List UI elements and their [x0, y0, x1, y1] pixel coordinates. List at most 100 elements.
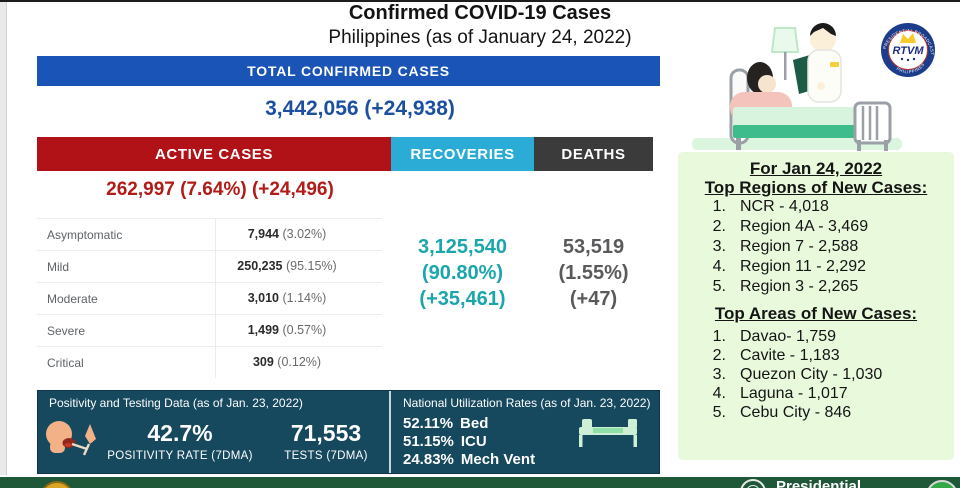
list-item-number: 2. [712, 347, 726, 364]
top-regions-list: 1. NCR - 4,018 2. Region 4A - 3,469 3. R… [678, 198, 954, 298]
table-row: Critical 309 (0.12%) [37, 346, 382, 378]
severity-label: Asymptomatic [47, 228, 123, 242]
severity-label: Severe [47, 324, 86, 338]
tests-label: TESTS (7DMA) [284, 450, 368, 462]
list-item-number: 1. [712, 328, 726, 345]
severity-percent: (0.57%) [282, 323, 327, 337]
recoveries-stats: 3,125,540 (90.80%) (+35,461) [391, 234, 534, 312]
title-subtitle: Philippines (as of January 24, 2022) [328, 27, 632, 48]
tests-value: 71,553 [290, 420, 362, 446]
list-item: 4. Laguna - 1,017 [678, 385, 954, 404]
utilization-title: National Utilization Rates (as of Jan. 2… [403, 396, 651, 410]
list-item-number: 5. [712, 404, 726, 421]
swab-test-icon [46, 421, 96, 456]
list-item-text: Laguna - 1,017 [740, 385, 848, 402]
list-item-text: Region 7 - 2,588 [740, 238, 859, 255]
total-confirmed-value: 3,442,056 (+24,938) [265, 97, 455, 120]
list-item: 2. Cavite - 1,183 [678, 347, 954, 366]
positivity-rate-value: 42.7% [147, 420, 213, 446]
list-item-text: Davao- 1,759 [740, 328, 837, 345]
icu-utilization-value: 51.15% [403, 433, 454, 450]
bed-utilization-label: Bed [460, 415, 489, 432]
list-item-number: 4. [712, 258, 726, 275]
total-confirmed-header: TOTAL CONFIRMED CASES [37, 56, 660, 86]
top-cases-highlight-box: For Jan 24, 2022 Top Regions of New Case… [678, 152, 954, 460]
active-cases-summary: 262,997 (7.64%) (+24,496) [106, 179, 334, 200]
recoveries-header-label: RECOVERIES [410, 145, 515, 163]
panel-divider [389, 391, 391, 473]
deaths-header-label: DEATHS [561, 145, 626, 163]
table-row: Mild 250,235 (95.15%) [37, 250, 382, 282]
list-item-number: 3. [712, 366, 726, 383]
highlight-date-header: For Jan 24, 2022 [749, 159, 883, 178]
list-item: 4. Region 11 - 2,292 [678, 258, 954, 278]
severity-percent: (3.02%) [282, 227, 327, 241]
severity-count: 3,010 [247, 291, 279, 305]
table-row: Moderate 3,010 (1.14%) [37, 282, 382, 314]
bed-utilization-value: 52.11% [403, 415, 454, 432]
list-item-text: NCR - 4,018 [740, 198, 829, 215]
hospital-bed-icon [579, 419, 637, 447]
left-edge-strip [0, 2, 7, 475]
top-regions-header: Top Regions of New Cases: [704, 178, 928, 197]
table-row: Asymptomatic 7,944 (3.02%) [37, 218, 382, 250]
rtvm-logo: RTVM PRESIDENTIAL BROADCAST STAFF PHILIP… [864, 21, 935, 77]
footer-brand-text: Presidential [776, 478, 862, 488]
active-cases-header-label: ACTIVE CASES [154, 145, 274, 163]
utilization-row-bed: 52.11% Bed [403, 415, 488, 432]
mechvent-utilization-value: 24.83% [403, 451, 454, 468]
list-item: 1. Davao- 1,759 [678, 328, 954, 347]
recoveries-header: RECOVERIES [391, 137, 534, 171]
positivity-rate-label: POSITIVITY RATE (7DMA) [107, 450, 253, 462]
list-item-text: Quezon City - 1,030 [740, 366, 883, 383]
list-item-number: 1. [712, 198, 726, 215]
severity-label: Moderate [47, 292, 98, 306]
list-item: 1. NCR - 4,018 [678, 198, 954, 218]
list-item-number: 3. [712, 238, 726, 255]
list-item-text: Region 4A - 3,469 [740, 218, 869, 235]
list-item-number: 2. [712, 218, 726, 235]
list-item: 2. Region 4A - 3,469 [678, 218, 954, 238]
deaths-delta: (+47) [569, 288, 618, 310]
severity-percent: (0.12%) [277, 355, 322, 369]
table-divider [215, 218, 216, 378]
list-item: 3. Quezon City - 1,030 [678, 366, 954, 385]
list-item-text: Cavite - 1,183 [740, 347, 840, 364]
deaths-count: 53,519 [562, 236, 625, 258]
severity-value: 309 (0.12%) [202, 355, 372, 369]
list-item-text: Cebu City - 846 [740, 404, 852, 421]
list-item: 3. Region 7 - 2,588 [678, 238, 954, 258]
severity-label: Mild [47, 260, 70, 274]
severity-value: 250,235 (95.15%) [202, 259, 372, 273]
deaths-stats: 53,519 (1.55%) (+47) [534, 234, 653, 312]
rtvm-logo-text: RTVM [893, 45, 925, 57]
positivity-rate-block: 42.7% POSITIVITY RATE (7DMA) [106, 420, 254, 462]
recoveries-percent: (90.80%) [421, 262, 504, 284]
severity-count: 1,499 [247, 323, 279, 337]
list-item-text: Region 3 - 2,265 [740, 278, 859, 295]
patient-bed-illustration [692, 23, 902, 151]
severity-value: 3,010 (1.14%) [202, 291, 372, 305]
icu-utilization-label: ICU [460, 433, 487, 450]
title-main: Confirmed COVID-19 Cases [348, 2, 612, 24]
list-item: 5. Cebu City - 846 [678, 404, 954, 423]
gold-seal-icon [40, 481, 74, 488]
positivity-title: Positivity and Testing Data (as of Jan. … [49, 396, 303, 410]
list-item-number: 4. [712, 385, 726, 402]
severity-table: Asymptomatic 7,944 (3.02%) Mild 250,235 … [37, 218, 382, 378]
recoveries-delta: (+35,461) [419, 288, 506, 310]
top-areas-header: Top Areas of New Cases: [714, 304, 918, 323]
severity-percent: (95.15%) [285, 259, 337, 273]
footer-bar: Presidential [0, 477, 960, 488]
list-item: 5. Region 3 - 2,265 [678, 278, 954, 298]
severity-count: 7,944 [247, 227, 279, 241]
top-areas-list: 1. Davao- 1,759 2. Cavite - 1,183 3. Que… [678, 328, 954, 423]
green-seal-icon [926, 480, 958, 488]
severity-value: 7,944 (3.02%) [202, 227, 372, 241]
page-title: Confirmed COVID-19 Cases Philippines (as… [250, 2, 710, 49]
list-item-number: 5. [712, 278, 726, 295]
severity-count: 250,235 [237, 259, 283, 273]
deaths-percent: (1.55%) [558, 262, 629, 284]
recoveries-count: 3,125,540 [418, 236, 507, 258]
